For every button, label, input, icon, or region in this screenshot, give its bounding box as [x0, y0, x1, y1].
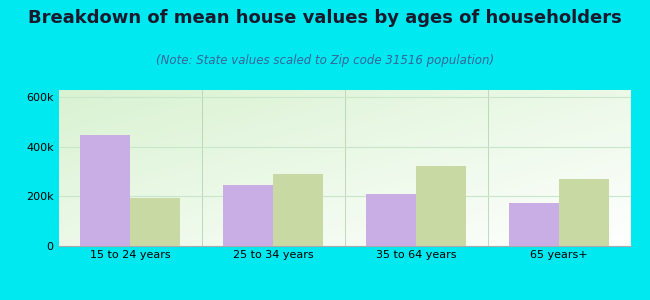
Text: (Note: State values scaled to Zip code 31516 population): (Note: State values scaled to Zip code 3… [156, 54, 494, 67]
Bar [273, 174, 323, 246]
Bar [223, 185, 273, 246]
Bar [80, 135, 130, 246]
Bar [416, 166, 466, 246]
Bar [559, 178, 609, 246]
Bar [509, 203, 559, 246]
Text: Breakdown of mean house values by ages of householders: Breakdown of mean house values by ages o… [28, 9, 622, 27]
Bar [366, 194, 416, 246]
Bar [130, 199, 180, 246]
Legend: Zip code 31516, Georgia: Zip code 31516, Georgia [234, 298, 455, 300]
